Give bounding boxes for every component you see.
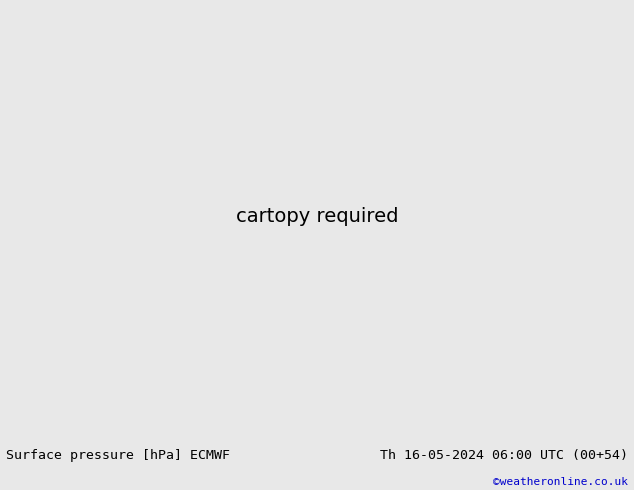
Text: Th 16-05-2024 06:00 UTC (00+54): Th 16-05-2024 06:00 UTC (00+54) <box>380 448 628 462</box>
Text: cartopy required: cartopy required <box>236 207 398 226</box>
Text: ©weatheronline.co.uk: ©weatheronline.co.uk <box>493 477 628 487</box>
Text: Surface pressure [hPa] ECMWF: Surface pressure [hPa] ECMWF <box>6 448 230 462</box>
